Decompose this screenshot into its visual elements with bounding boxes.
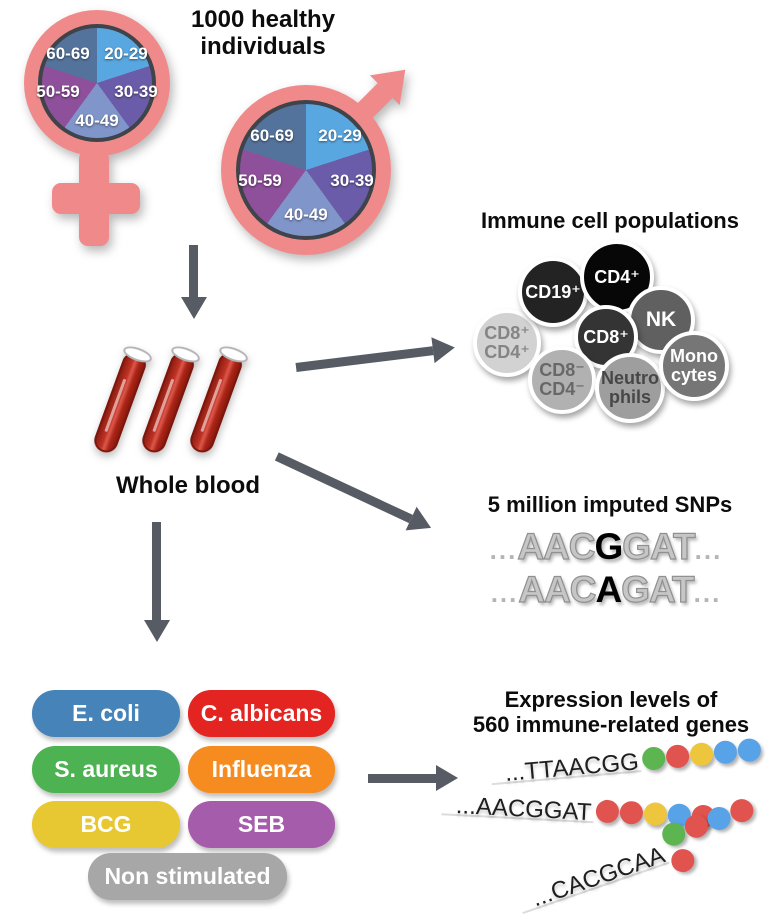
gene-row-1: ...TTAACGG: [503, 737, 763, 788]
cohort-title-line1: 1000 healthy: [190, 6, 336, 33]
age-label-60-69: 60-69: [46, 44, 90, 63]
age-label-50-59: 50-59: [36, 82, 80, 101]
arrow-head: [405, 506, 437, 540]
arrow-cohort-to-blood: [181, 245, 207, 319]
arrow-head: [181, 297, 207, 319]
cell-label: CD8⁺: [484, 323, 530, 344]
gene-sequence: ...TTAACGG: [503, 748, 640, 787]
expression-dot-red: [665, 743, 691, 769]
pill-non-stimulated: Non stimulated: [88, 853, 287, 900]
male-pie-slices: [240, 104, 372, 236]
seq-ellipsis: ...: [694, 535, 723, 565]
pill-c-albicans: C. albicans: [188, 690, 335, 737]
cell-circle-monocytes: Mono cytes: [659, 331, 729, 401]
cell-label: CD4⁺: [484, 342, 530, 362]
arrow-tail: [275, 451, 414, 523]
arrow-blood-to-stimuli: [144, 522, 170, 642]
whole-blood-label: Whole blood: [116, 472, 260, 499]
expression-title-line2: 560 immune-related genes: [472, 712, 750, 737]
snp-variant-base: G: [594, 526, 624, 567]
age-label-40-49: 40-49: [75, 111, 119, 130]
cell-label: CD19⁺: [525, 281, 581, 302]
pill-s-aureus: S. aureus: [32, 746, 180, 793]
cell-label: CD8⁺: [583, 326, 629, 347]
blood-tube-body: [138, 350, 197, 456]
seq-bases: GAT: [621, 569, 696, 610]
cell-circle-neutrophils: Neutro phils: [595, 353, 665, 423]
blood-tube-body: [186, 350, 245, 456]
snp-variant-base: A: [595, 569, 623, 610]
cell-circle-cd8neg-cd4neg: CD8⁻ CD4⁻: [528, 346, 596, 414]
seq-bases: GAT: [622, 526, 697, 567]
immune-cells-title: Immune cell populations: [481, 208, 739, 233]
cell-label: cytes: [670, 365, 718, 385]
female-age-pie: 60-69 20-29 50-59 30-39 40-49: [36, 24, 158, 142]
pill-influenza: Influenza: [188, 746, 335, 793]
expression-dot-red: [726, 796, 757, 826]
seq-ellipsis: ...: [489, 535, 518, 565]
arrow-head: [436, 765, 458, 791]
arrow-tail: [189, 245, 199, 297]
cell-label: Mono: [670, 346, 718, 367]
arrow-blood-to-snps: [272, 444, 437, 540]
expression-dot-yellow: [689, 741, 715, 767]
arrow-tail: [368, 773, 436, 783]
age-label-40-49: 40-49: [284, 205, 328, 224]
blood-tube-body: [90, 350, 149, 456]
female-cross-bar: [52, 183, 140, 214]
expression-dot-green: [641, 746, 667, 771]
snp-sequence-1: ...AACGGAT...: [445, 526, 767, 570]
pill-e-coli: E. coli: [32, 690, 180, 737]
seq-bases: AAC: [517, 526, 596, 567]
expression-dot-yellow: [642, 801, 668, 827]
seq-ellipsis: ...: [490, 578, 519, 608]
arrow-blood-to-cells: [294, 334, 457, 380]
cohort-title: 1000 healthy individuals: [158, 6, 368, 60]
arrow-stimuli-to-expression: [368, 765, 458, 791]
seq-bases: AAC: [518, 569, 597, 610]
expression-title-line1: Expression levels of: [504, 687, 718, 712]
arrow-tail: [295, 345, 434, 372]
age-label-30-39: 30-39: [330, 171, 374, 190]
arrow-head: [144, 620, 170, 642]
expression-dot-red: [667, 846, 698, 876]
pill-bcg: BCG: [32, 801, 180, 848]
expression-dot-red: [618, 800, 644, 825]
snp-sequences: ...AACGGAT... ...AACAGAT...: [445, 526, 767, 613]
age-label-60-69: 60-69: [250, 126, 294, 145]
age-label-50-59: 50-59: [238, 171, 282, 190]
age-label-20-29: 20-29: [318, 126, 362, 145]
seq-ellipsis: ...: [693, 578, 722, 608]
arrow-head: [431, 334, 457, 364]
cell-circle-cd8pos-cd4pos: CD8⁺ CD4⁺: [473, 309, 541, 377]
age-label-30-39: 30-39: [114, 82, 158, 101]
snps-title: 5 million imputed SNPs: [487, 492, 733, 517]
cell-circle-cd19: CD19⁺: [518, 257, 588, 327]
arrow-tail: [152, 522, 162, 620]
male-age-pie: 60-69 20-29 50-59 30-39 40-49: [236, 100, 376, 240]
snp-sequence-2: ...AACAGAT...: [445, 569, 767, 613]
expression-title: Expression levels of 560 immune-related …: [450, 687, 771, 737]
gene-dots: [640, 737, 763, 776]
expression-dot-blue: [713, 739, 739, 765]
gene-sequence: ...CACGCAA: [528, 841, 669, 913]
male-symbol: 60-69 20-29 50-59 30-39 40-49: [221, 52, 431, 262]
cohort-title-line2: individuals: [200, 33, 326, 60]
female-pie-slices: [42, 28, 152, 138]
cell-label: Neutro: [601, 368, 659, 389]
female-symbol: 60-69 20-29 50-59 30-39 40-49: [24, 10, 199, 250]
cell-label: NK: [645, 307, 677, 331]
age-label-20-29: 20-29: [104, 44, 148, 63]
cell-label: CD4⁺: [594, 266, 640, 287]
cell-label: phils: [608, 387, 651, 407]
expression-dot-red: [594, 799, 620, 824]
pill-seb: SEB: [188, 801, 335, 848]
cell-label: CD8⁻: [539, 360, 585, 381]
cell-label: CD4⁻: [539, 379, 585, 399]
expression-dot-blue: [737, 737, 763, 763]
gene-sequence: ...AACGGAT: [455, 792, 593, 827]
